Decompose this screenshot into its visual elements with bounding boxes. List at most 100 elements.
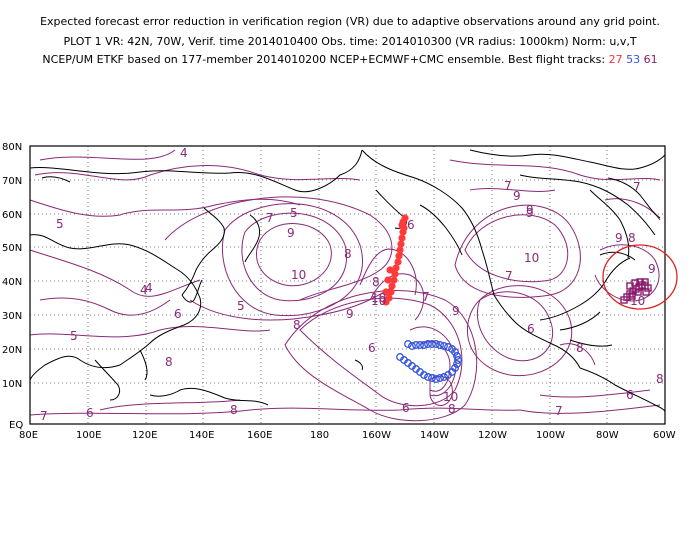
track-61-marker	[636, 278, 644, 286]
track-27-marker	[386, 266, 394, 274]
lat-label: 50N	[2, 243, 22, 254]
contour-label: 10	[443, 390, 458, 404]
track-27-marker	[395, 252, 403, 260]
contour-label: 8	[230, 403, 238, 417]
track-53-marker	[432, 340, 440, 348]
lat-label: EQ	[9, 420, 23, 431]
track-27-marker	[391, 270, 399, 278]
contour-label: 9	[648, 262, 656, 276]
track-27-marker	[390, 276, 398, 284]
track-27-marker	[382, 298, 390, 306]
contour-label: 8	[293, 318, 301, 332]
contour-label: 9	[526, 206, 534, 220]
contour-label: 5	[290, 206, 298, 220]
contour-label: 6	[626, 388, 634, 402]
contour-label: 6	[527, 322, 535, 336]
track-53-marker	[424, 373, 432, 381]
contour-lines	[29, 149, 661, 422]
lat-label: 20N	[2, 345, 22, 356]
track-27-marker	[384, 276, 392, 284]
track-61-marker	[628, 292, 636, 300]
contour-label: 7	[422, 290, 430, 304]
contour-label: 8	[165, 355, 173, 369]
track-53-marker	[453, 360, 461, 368]
contour-label: 4	[180, 146, 188, 160]
contour-label: 10	[524, 251, 539, 265]
track-61-marker	[634, 288, 642, 296]
contour-label: 8	[448, 402, 456, 416]
lon-label: 160W	[362, 430, 391, 441]
track-53-marker	[416, 341, 424, 349]
contour-label: 10	[371, 294, 386, 308]
title-line-2: PLOT 1 VR: 42N, 70W, Verif. time 2014010…	[63, 35, 637, 48]
lat-label: 40N	[2, 277, 22, 288]
lat-label: 60N	[2, 210, 22, 221]
contour-label: 7	[504, 179, 512, 193]
track-53-marker	[436, 374, 444, 382]
track-53-marker	[428, 340, 436, 348]
contour-label: 8	[628, 231, 636, 245]
track-53-marker	[412, 341, 420, 349]
track-53-marker	[420, 371, 428, 379]
track-61-marker	[641, 278, 649, 286]
flight-track-61	[620, 278, 652, 304]
track-61-marker	[631, 279, 639, 287]
contour-label: 6	[407, 218, 415, 232]
track-53-marker	[448, 345, 456, 353]
track-27-marker	[394, 258, 402, 266]
flight-track-53	[396, 340, 462, 383]
track-label-61: 61	[643, 53, 658, 66]
track-53-marker	[440, 342, 448, 350]
contour-label: 10	[371, 291, 386, 305]
verification-region-circle	[602, 244, 678, 310]
lon-label: 160E	[247, 430, 272, 441]
lon-label: 80E	[19, 430, 38, 441]
contour-label: 5	[56, 217, 64, 231]
contour-label: 6	[86, 406, 94, 420]
lat-label: 10N	[2, 379, 22, 390]
contour-label: 5	[70, 329, 78, 343]
contour-label: 4	[145, 281, 153, 295]
track-27-marker	[400, 224, 408, 232]
track-53-marker	[432, 375, 440, 383]
contour-label: 9	[452, 304, 460, 318]
lon-label: 120E	[132, 430, 157, 441]
track-27-marker	[392, 264, 400, 272]
contour-label: 9	[526, 203, 534, 217]
contour-label: 9	[287, 226, 295, 240]
contour-label: 9	[615, 231, 623, 245]
contour-label: 8	[344, 247, 352, 261]
longitude-labels: 80E 100E 120E 140E 160E 180 160W 140W 12…	[19, 430, 676, 441]
track-53-marker	[453, 352, 461, 360]
lon-label: 100W	[536, 430, 565, 441]
contour-label: 9	[513, 189, 521, 203]
contour-label: 7	[505, 269, 513, 283]
track-27-marker	[396, 246, 404, 254]
track-53-marker	[424, 340, 432, 348]
map-frame	[29, 145, 666, 425]
lon-label: 100E	[76, 430, 101, 441]
track-27-marker	[398, 234, 406, 242]
contour-label: 6	[402, 401, 410, 415]
contour-label: 9	[346, 307, 354, 321]
track-53-marker	[454, 356, 462, 364]
contour-label: 8	[656, 372, 664, 386]
contour-label: 4	[140, 283, 148, 297]
track-53-marker	[436, 341, 444, 349]
track-27-marker	[397, 240, 405, 248]
contour-label: 7	[266, 211, 274, 225]
lat-label: 80N	[2, 142, 22, 153]
track-53-marker	[420, 341, 428, 349]
contour-label: 8	[372, 275, 380, 289]
contour-label: 6	[174, 307, 182, 321]
track-53-marker	[428, 374, 436, 382]
lon-label: 120W	[478, 430, 507, 441]
track-53-marker	[444, 343, 452, 351]
contour-labels: 4 5 5 5 4 5 6 6 6 7 7 8 8 9 10 10 9 8 8 …	[40, 146, 664, 423]
contour-label: 8	[576, 341, 584, 355]
contour-label: 7	[633, 180, 641, 194]
track-27-marker	[387, 288, 395, 296]
track-27-marker	[388, 282, 396, 290]
title-line-3: NCEP/UM ETKF based on 177-member 2014010…	[0, 53, 700, 66]
track-27-marker	[382, 288, 390, 296]
